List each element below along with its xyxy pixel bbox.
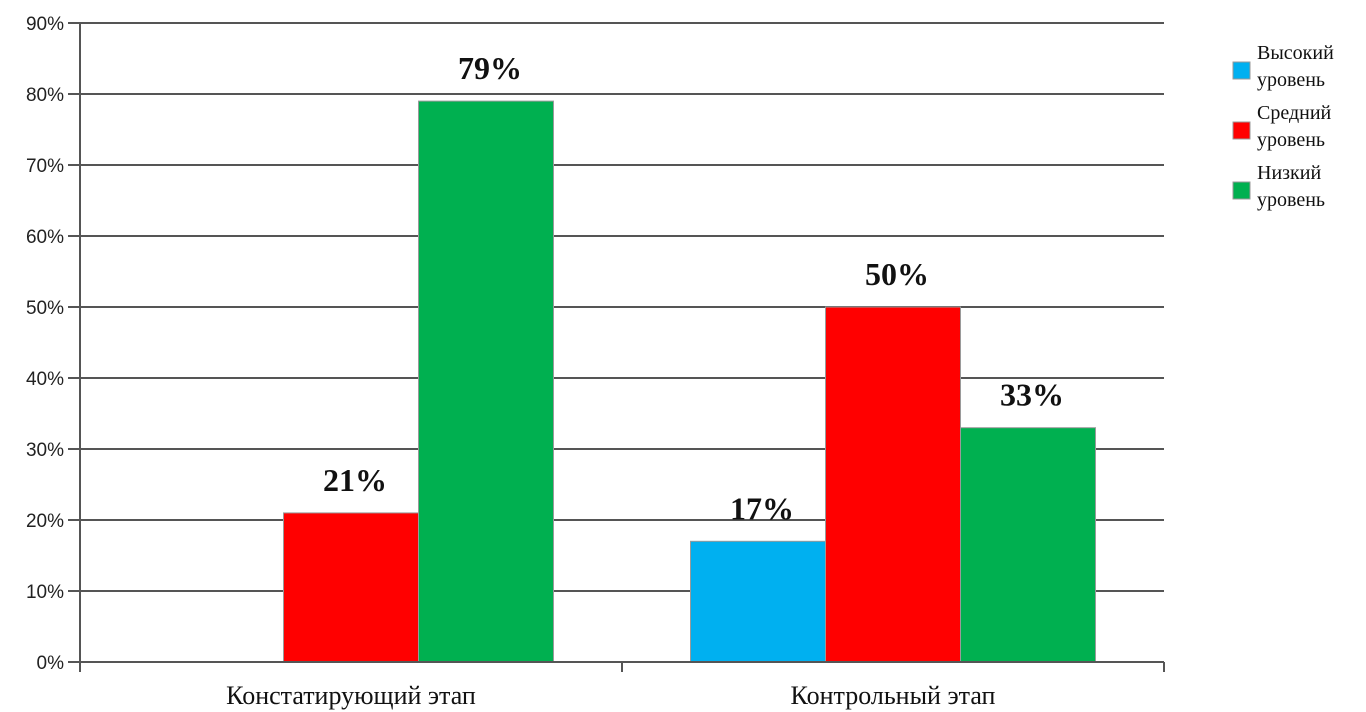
legend-label-line: Средний [1257, 102, 1332, 124]
legend-swatch [1232, 181, 1251, 200]
legend-label: Средний уровень [1257, 102, 1332, 151]
legend-label: Низкий уровень [1257, 162, 1325, 211]
axes-group [68, 22, 1165, 672]
legend-swatch [1232, 61, 1251, 80]
legend: Высокий уровень Средний уровень Низкий уровен… [1232, 42, 1334, 211]
data-label: 33% [1000, 377, 1064, 413]
y-tick-label: 50% [26, 298, 64, 319]
y-tick-label: 90% [26, 14, 64, 35]
legend-swatch [1232, 121, 1251, 140]
bar [418, 100, 554, 663]
x-tick-label: Контрольный этап [791, 681, 996, 710]
x-tick-label: Констатирующий этап [226, 681, 476, 710]
legend-label-line: уровень [1257, 129, 1325, 151]
data-label: 17% [730, 490, 794, 526]
y-tick-label: 0% [37, 653, 65, 674]
data-labels: 21% 79% 17% 50% 33% [323, 50, 1064, 526]
gridlines [80, 22, 1164, 592]
y-tick-label: 70% [26, 156, 64, 177]
y-tick-label: 30% [26, 440, 64, 461]
y-tick-label: 60% [26, 227, 64, 248]
x-tick-labels: Констатирующий этап Контрольный этап [226, 681, 995, 710]
legend-label: Высокий уровень [1257, 42, 1334, 91]
bar [825, 306, 961, 663]
data-label: 21% [323, 462, 387, 498]
data-label: 79% [458, 50, 522, 86]
bars-group [283, 100, 1096, 663]
y-tick-label: 20% [26, 511, 64, 532]
legend-label-line: уровень [1257, 69, 1325, 91]
data-label: 50% [865, 256, 929, 292]
bar [690, 540, 826, 663]
bar [283, 512, 419, 663]
legend-label-line: Низкий [1257, 162, 1321, 184]
bar [960, 427, 1096, 663]
y-tick-labels: 0% 10% 20% 30% 40% 50% 60% 70% 80% 90% [26, 14, 64, 674]
legend-label-line: Высокий [1257, 42, 1334, 64]
y-tick-label: 40% [26, 369, 64, 390]
y-tick-label: 10% [26, 582, 64, 603]
legend-label-line: уровень [1257, 189, 1325, 211]
y-tick-label: 80% [26, 85, 64, 106]
